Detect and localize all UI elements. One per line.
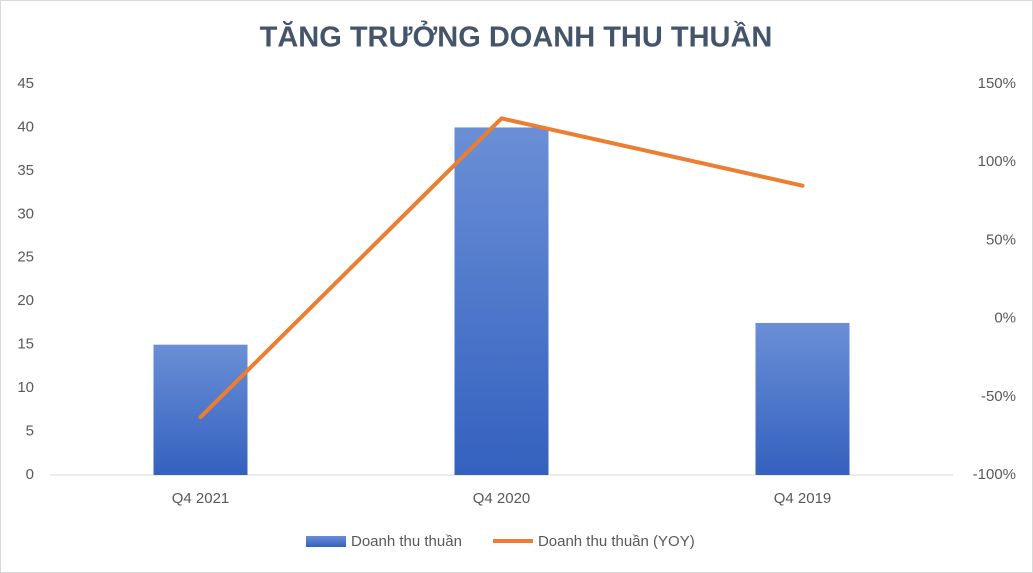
y2-tick-label: 150% — [978, 75, 1016, 92]
y-tick-label: 5 — [26, 423, 34, 440]
y2-tick-label: -100% — [973, 466, 1016, 483]
y2-tick-label: 50% — [986, 231, 1016, 248]
bar — [153, 344, 248, 475]
y2-tick-label: 0% — [994, 310, 1016, 327]
x-tick-label: Q4 2020 — [473, 490, 531, 507]
bar — [755, 322, 850, 475]
y-tick-label: 35 — [17, 162, 34, 179]
legend-swatch — [306, 536, 346, 547]
y-tick-label: 45 — [17, 75, 34, 92]
y-tick-label: 25 — [17, 249, 34, 266]
legend-label: Doanh thu thuần — [351, 533, 462, 550]
y-tick-label: 10 — [17, 379, 34, 396]
y2-tick-label: -50% — [981, 388, 1016, 405]
x-tick-label: Q4 2019 — [774, 490, 832, 507]
line — [198, 116, 805, 420]
x-tick-label: Q4 2021 — [172, 490, 230, 507]
y2-tick-label: 100% — [978, 153, 1016, 170]
y-tick-label: 15 — [17, 336, 34, 353]
y-tick-label: 0 — [26, 466, 34, 483]
chart-title: TĂNG TRƯỞNG DOANH THU THUẦN — [260, 20, 773, 54]
legend-label: Doanh thu thuần (YOY) — [538, 533, 695, 550]
y-tick-label: 30 — [17, 205, 34, 222]
y-tick-label: 20 — [17, 292, 34, 309]
bar — [454, 127, 549, 475]
y-tick-label: 40 — [17, 118, 34, 135]
